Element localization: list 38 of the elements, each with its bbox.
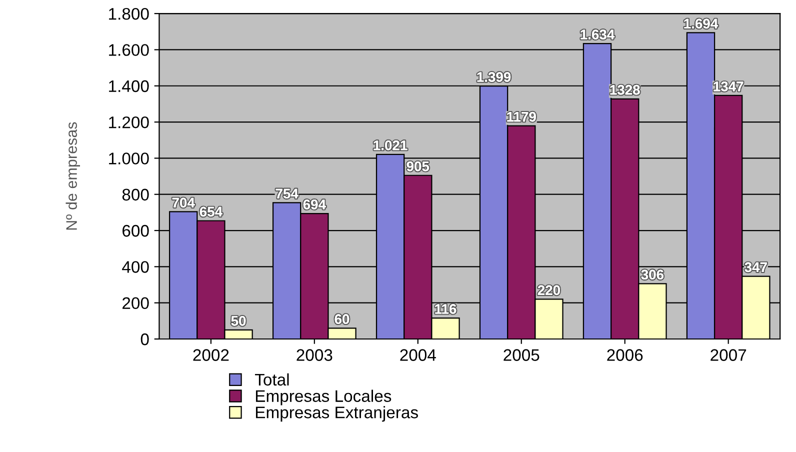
data-label: 704 [172,198,195,208]
data-label: 754 [276,188,298,199]
data-label: 347 [744,262,767,272]
x-tick-label: 2007 [710,349,746,361]
data-label: 60 [334,314,350,324]
data-label: 1347 [714,81,744,92]
y-tick-label: 1.800 [109,8,149,20]
data-label: 50 [231,316,246,326]
y-tick-label: 1.400 [109,80,149,92]
y-tick-label: 1.000 [109,152,149,164]
data-label: 1.694 [684,18,718,29]
x-tick-label: 2003 [296,349,332,361]
y-tick-label: 0 [140,333,149,346]
legend-label: Empresas Extranjeras [256,406,418,422]
data-label: 1.021 [374,140,408,150]
y-tick-label: 600 [122,224,149,237]
data-label: 694 [303,200,326,210]
data-label: 1328 [610,84,640,95]
data-label: 220 [538,285,560,296]
legend-label: Total [254,373,289,386]
data-label: 116 [435,304,456,314]
data-label: 1.634 [580,30,615,40]
legend-label: Empresas Locales [256,390,392,406]
y-tick-label: 1.200 [109,116,149,128]
x-tick-label: 2005 [504,349,540,361]
data-label: 1179 [507,112,536,122]
data-label: 654 [200,206,222,217]
y-tick-label: 200 [122,297,149,310]
x-tick-label: 2002 [193,349,229,361]
data-label: 306 [641,270,664,280]
y-axis-title: Nº de empresas [66,122,80,230]
y-tick-label: 800 [122,188,149,201]
data-label: 905 [406,161,430,172]
y-tick-label: 400 [122,261,149,273]
x-tick-label: 2004 [400,349,436,361]
data-label: 1.399 [477,72,511,82]
x-tick-label: 2006 [607,349,643,361]
y-tick-label: 1.600 [109,44,149,56]
